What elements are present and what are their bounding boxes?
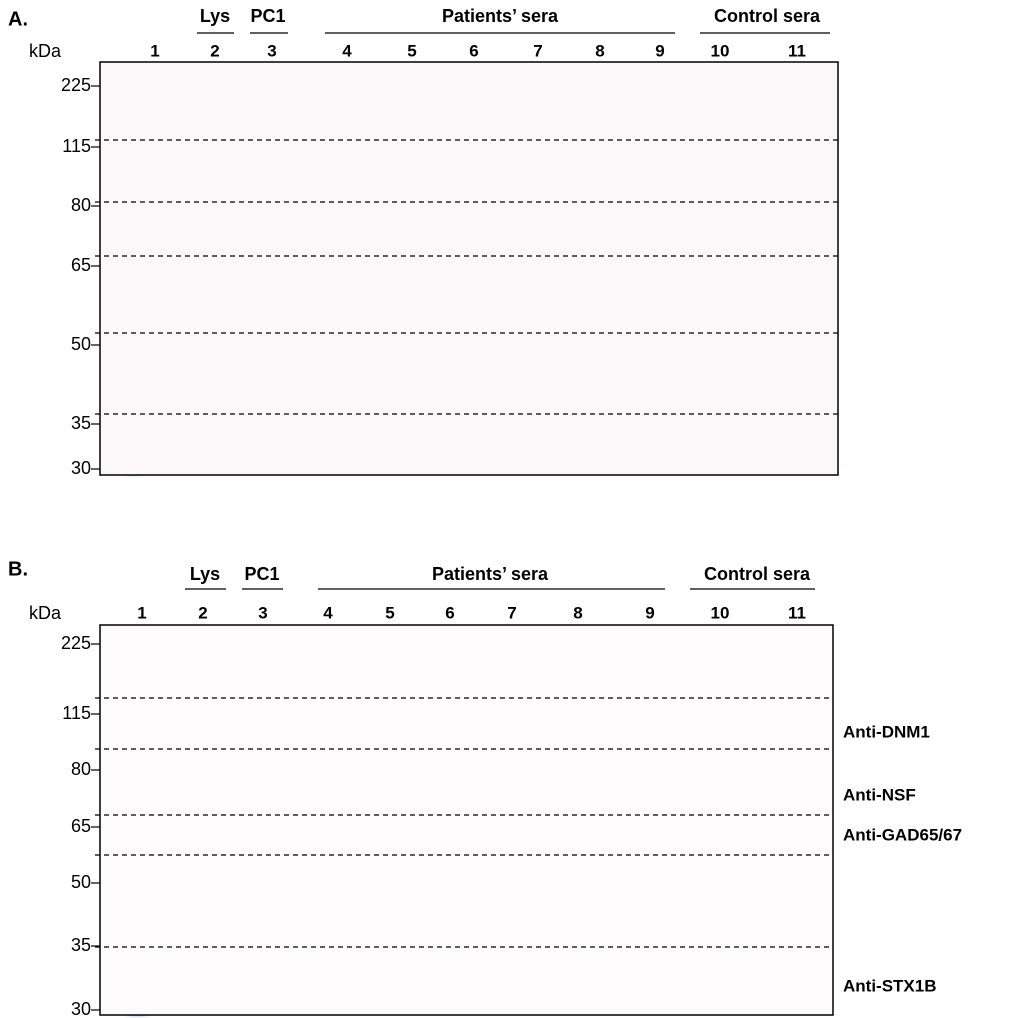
marker-label: 115: [62, 136, 91, 156]
lane-number: 9: [645, 603, 654, 622]
lane-group: Lys: [190, 564, 220, 584]
lane-group: Control sera: [714, 6, 821, 26]
lane-group: Patients’ sera: [442, 6, 559, 26]
marker-label: 35: [71, 935, 91, 955]
marker-label: 65: [71, 816, 91, 836]
marker-label: 80: [71, 759, 91, 779]
lane-number: 1: [137, 603, 146, 622]
lane-number: 11: [788, 603, 806, 622]
marker-label: 35: [71, 413, 91, 433]
marker-label: 80: [71, 195, 91, 215]
marker-label: 115: [62, 703, 91, 723]
lane-number: 4: [323, 603, 333, 622]
lane-number: 8: [595, 41, 604, 60]
blot-background: [100, 625, 833, 1015]
lane-group: Lys: [200, 6, 230, 26]
antibody-label: Anti-GAD65/67: [843, 825, 962, 844]
lane-group: PC1: [250, 6, 285, 26]
lane-number: 11: [788, 41, 806, 60]
marker-label: 65: [71, 255, 91, 275]
panel-label: A.: [8, 8, 28, 30]
marker-label: 50: [71, 334, 91, 354]
marker-label: 50: [71, 872, 91, 892]
lane-number: 1: [150, 41, 159, 60]
lane-group: PC1: [244, 564, 279, 584]
lane-number: 8: [573, 603, 582, 622]
lane-number: 9: [655, 41, 664, 60]
unit-label: kDa: [29, 603, 62, 623]
lane-number: 6: [445, 603, 454, 622]
lane-number: 2: [210, 41, 219, 60]
unit-label: kDa: [29, 41, 62, 61]
lane-number: 3: [258, 603, 267, 622]
panel-label: B.: [8, 558, 28, 580]
antibody-label: Anti-NSF: [843, 785, 916, 804]
lane-number: 6: [469, 41, 478, 60]
lane-number: 10: [711, 41, 730, 60]
marker-label: 225: [61, 633, 91, 653]
blot-frame: [99, 61, 839, 476]
lane-number: 3: [267, 41, 276, 60]
lane-group: Patients’ sera: [432, 564, 549, 584]
lane-number: 10: [711, 603, 730, 622]
antibody-label: Anti-DNM1: [843, 722, 930, 741]
antibody-label: Anti-STX1B: [843, 976, 937, 995]
blot-frame: [99, 624, 834, 1016]
marker-label: 30: [71, 458, 91, 478]
marker-label: 225: [61, 75, 91, 95]
marker-label: 30: [71, 999, 91, 1018]
lane-number: 7: [533, 41, 542, 60]
lane-number: 2: [198, 603, 207, 622]
lane-number: 5: [407, 41, 416, 60]
blot-background: [100, 62, 838, 475]
lane-number: 5: [385, 603, 394, 622]
lane-number: 4: [342, 41, 352, 60]
lane-group: Control sera: [704, 564, 811, 584]
lane-number: 7: [507, 603, 516, 622]
